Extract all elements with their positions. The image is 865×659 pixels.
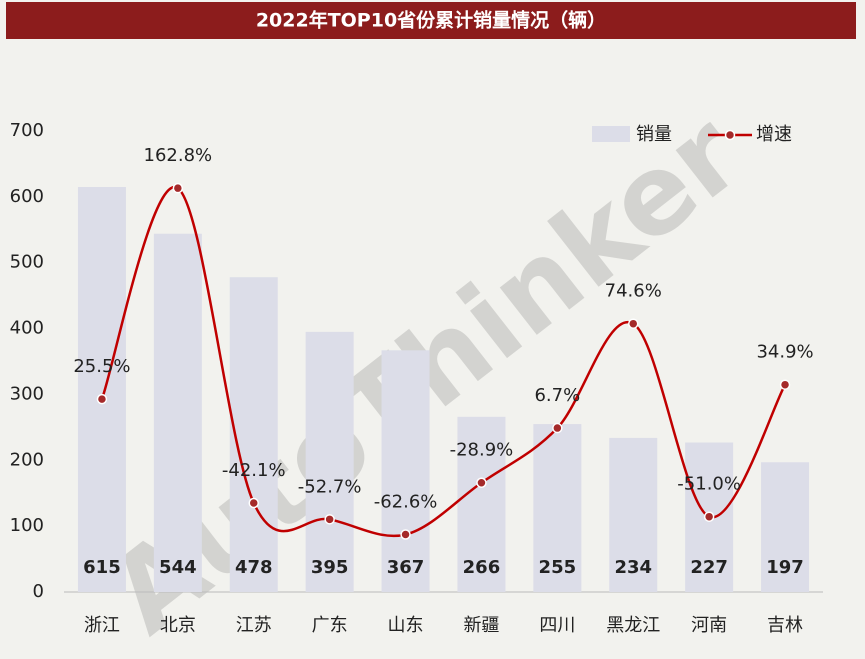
line-marker — [96, 393, 108, 405]
title-bar — [6, 2, 856, 39]
line-value-label: 162.8% — [144, 145, 213, 166]
y-tick-label: 600 — [10, 186, 44, 207]
bar — [609, 437, 658, 592]
bar-value-label: 266 — [463, 557, 501, 578]
bar — [305, 331, 354, 592]
y-tick-label: 100 — [10, 515, 44, 536]
line-marker — [703, 511, 715, 522]
x-tick-label: 浙江 — [84, 615, 120, 636]
x-tick-label: 北京 — [160, 615, 196, 636]
line-marker — [552, 422, 563, 434]
line-marker — [400, 529, 411, 540]
x-tick-label: 吉林 — [767, 615, 803, 636]
x-tick-label: 黑龙江 — [606, 615, 660, 636]
legend-label: 销量 — [636, 124, 672, 145]
bar-value-label: 197 — [766, 557, 804, 578]
bar — [229, 277, 278, 592]
bar-value-label: 367 — [387, 557, 425, 578]
y-tick-label: 500 — [10, 252, 44, 273]
bar-value-label: 227 — [690, 557, 728, 578]
line-marker — [248, 497, 259, 509]
y-tick-label: 700 — [10, 120, 44, 141]
bar-value-label: 234 — [614, 557, 652, 578]
x-tick-label: 新疆 — [463, 615, 499, 636]
line-value-label: 74.6% — [605, 281, 662, 302]
x-tick-label: 山东 — [388, 615, 424, 636]
bar — [153, 233, 202, 593]
line-value-label: 25.5% — [73, 356, 130, 377]
line-value-label: -51.0% — [677, 474, 741, 495]
x-tick-label: 江苏 — [236, 615, 272, 636]
line-marker — [324, 514, 335, 525]
line-marker — [628, 318, 639, 329]
legend-label: 增速 — [756, 124, 792, 145]
y-tick-label: 0 — [33, 581, 44, 602]
x-tick-label: 四川 — [539, 615, 575, 636]
bar-value-label: 615 — [83, 557, 121, 578]
y-tick-label: 400 — [10, 318, 44, 339]
y-tick-label: 300 — [10, 383, 44, 404]
chart-title: 2022年TOP10省份累计销量情况（辆） — [256, 9, 606, 32]
bar — [77, 186, 126, 592]
bar-value-label: 478 — [235, 557, 273, 578]
line-value-label: 6.7% — [534, 385, 580, 406]
line-value-label: -28.9% — [450, 440, 514, 461]
bar-value-label: 544 — [159, 557, 197, 578]
line-marker — [172, 182, 184, 194]
bar — [533, 424, 582, 592]
line-marker — [779, 379, 791, 390]
x-tick-label: 广东 — [312, 615, 348, 636]
line-value-label: -62.6% — [374, 492, 438, 513]
line-value-label: 34.9% — [756, 342, 813, 363]
bar — [457, 416, 506, 592]
legend-swatch — [592, 126, 630, 142]
line-value-label: -42.1% — [222, 460, 286, 481]
bar — [761, 462, 810, 592]
x-tick-label: 河南 — [691, 615, 727, 636]
bar — [381, 350, 430, 592]
line — [100, 185, 787, 538]
y-tick-label: 200 — [10, 449, 44, 470]
bar-value-label: 395 — [311, 557, 349, 578]
line-value-label: -52.7% — [298, 476, 362, 497]
line-marker — [476, 477, 487, 488]
bar-value-label: 255 — [539, 557, 577, 578]
legend-swatch — [724, 129, 736, 141]
